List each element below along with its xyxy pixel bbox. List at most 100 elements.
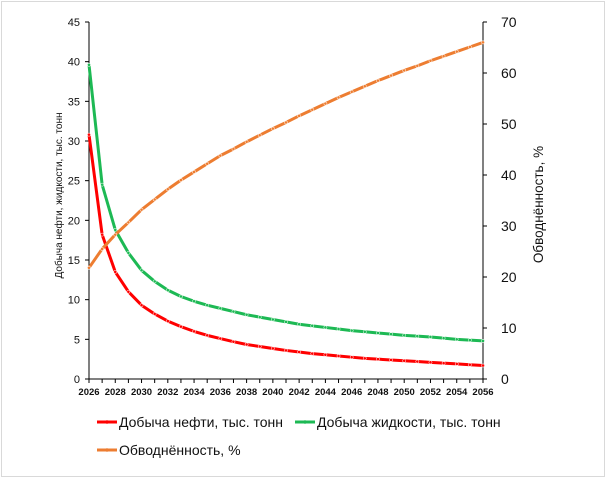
series-1-point (468, 338, 472, 342)
series-0-point (284, 348, 288, 353)
series-1-point (349, 328, 354, 333)
series-1-point (481, 339, 485, 343)
series-2-point (441, 54, 446, 59)
series-2-point (165, 187, 170, 192)
series-1-point (165, 288, 170, 292)
legend-label-2: Обводнённость, % (119, 442, 241, 458)
series-0-point (205, 333, 210, 338)
series-1-point (336, 327, 341, 331)
series-1-point (218, 306, 223, 311)
series-2-point (139, 207, 144, 212)
right-axis-title: Обводнённость, % (531, 146, 546, 263)
series-1-point (205, 303, 210, 308)
x-tick-label: 2046 (341, 387, 362, 398)
series-1-point (310, 323, 315, 328)
series-0-point (113, 270, 118, 274)
legend-marker-2 (105, 448, 109, 452)
x-tick-label: 2028 (105, 387, 126, 398)
series-0-point (441, 361, 446, 365)
series-0-point (297, 350, 301, 354)
series-0-point (468, 362, 472, 367)
series-2-point (376, 78, 380, 83)
series-1-point (113, 228, 118, 232)
series-2-point (389, 73, 393, 78)
left-tick-label: 40 (68, 57, 80, 69)
right-tick-label: 30 (501, 218, 517, 234)
series-0-point (454, 362, 459, 366)
series-1-point (179, 294, 183, 299)
x-tick-label: 2030 (131, 387, 152, 398)
series-0-point (87, 132, 91, 137)
series-2-point (336, 95, 341, 100)
series-2-point (468, 45, 472, 49)
series-0-point (126, 289, 131, 294)
series-2-point (257, 133, 262, 138)
series-0-point (336, 354, 341, 358)
x-tick-label: 2038 (236, 387, 257, 398)
left-tick-label: 10 (68, 295, 80, 307)
series-1-point (284, 320, 288, 324)
series-0-point (389, 358, 393, 362)
series-2-point (362, 84, 367, 89)
series-0-point (428, 360, 433, 365)
series-2-point (297, 113, 301, 118)
series-2-point (100, 247, 104, 251)
series-2-point (323, 101, 328, 106)
x-tick-label: 2052 (420, 387, 441, 398)
series-2-point (271, 126, 275, 131)
series-1-point (297, 322, 301, 327)
series-2-point (218, 153, 223, 158)
series-0-point (257, 344, 262, 349)
x-tick-label: 2032 (157, 387, 178, 398)
right-tick-label: 0 (501, 371, 509, 387)
series-0-point (179, 324, 183, 329)
series-1-point (323, 325, 328, 330)
series-1-point (126, 251, 131, 255)
x-tick-label: 2034 (183, 387, 205, 398)
series-0-point (402, 358, 407, 363)
series-1-point (362, 329, 367, 334)
series-2-point (244, 140, 249, 144)
x-tick-label: 2050 (394, 387, 415, 398)
series-0-point (415, 359, 420, 364)
series-2-point (87, 265, 91, 270)
series-2-point (152, 197, 157, 202)
right-tick-label: 50 (501, 116, 517, 132)
series-0-point (192, 329, 196, 334)
legend-label-0: Добыча нефти, тыс. тонн (119, 414, 283, 430)
series-0-point (165, 319, 170, 323)
series-0-point (376, 357, 380, 362)
left-tick-label: 25 (68, 176, 80, 188)
x-tick-label: 2042 (289, 387, 310, 398)
series-1-point (271, 317, 275, 322)
series-2-point (126, 220, 131, 225)
series-0-point (349, 355, 354, 360)
series-0-point (271, 346, 275, 351)
series-1-point (428, 335, 433, 339)
right-tick-label: 40 (501, 167, 517, 183)
series-1-point (231, 309, 236, 314)
left-tick-label: 35 (68, 96, 80, 108)
legend-marker-0 (105, 420, 109, 424)
x-tick-label: 2048 (367, 387, 388, 398)
right-tick-label: 10 (501, 320, 517, 336)
series-2-point (415, 64, 420, 68)
series-0-point (139, 303, 144, 308)
series-1-point (389, 332, 393, 337)
series-1-point (402, 333, 407, 338)
left-tick-label: 0 (74, 374, 80, 386)
legend-marker-1 (303, 420, 307, 424)
series-2-point (454, 49, 459, 54)
series-2-point (284, 120, 288, 125)
left-tick-label: 30 (68, 136, 80, 148)
series-0-point (323, 352, 328, 357)
series-1-point (257, 315, 262, 319)
x-tick-label: 2056 (472, 387, 493, 398)
chart-border (1, 1, 605, 477)
left-tick-label: 15 (68, 255, 80, 267)
series-1-point (415, 334, 420, 339)
x-tick-label: 2036 (210, 387, 231, 398)
